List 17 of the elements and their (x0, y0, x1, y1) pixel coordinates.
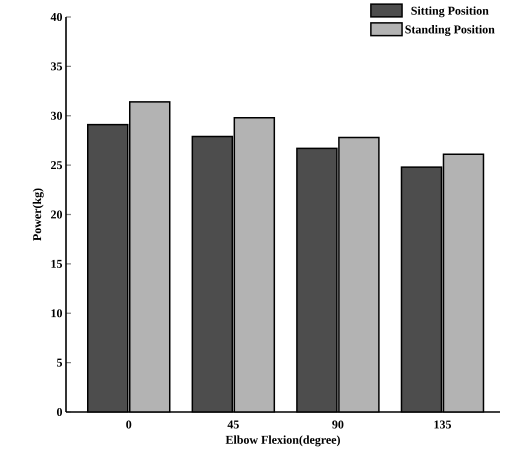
y-tick-label: 0 (56, 408, 62, 416)
legend-label: Standing Position (405, 25, 495, 36)
x-tick-label: 135 (434, 420, 452, 429)
y-tick-label: 10 (51, 309, 62, 318)
y-tick-label: 5 (56, 358, 62, 367)
y-tick-label: 25 (51, 161, 62, 170)
legend-label: Sitting Position (411, 6, 489, 18)
x-tick-label: 90 (332, 420, 344, 429)
y-tick-label: 40 (50, 12, 62, 22)
y-tick-label: 20 (51, 210, 62, 219)
y-tick-label: 15 (51, 260, 62, 268)
x-tick-label: 45 (228, 420, 239, 428)
y-tick-label: 35 (50, 62, 62, 70)
y-axis-title: Power(kg) (32, 188, 44, 241)
x-tick-label: 0 (126, 420, 132, 429)
y-tick-label: 30 (50, 112, 62, 120)
x-axis-title: Elbow Flexion(degree) (226, 435, 340, 446)
